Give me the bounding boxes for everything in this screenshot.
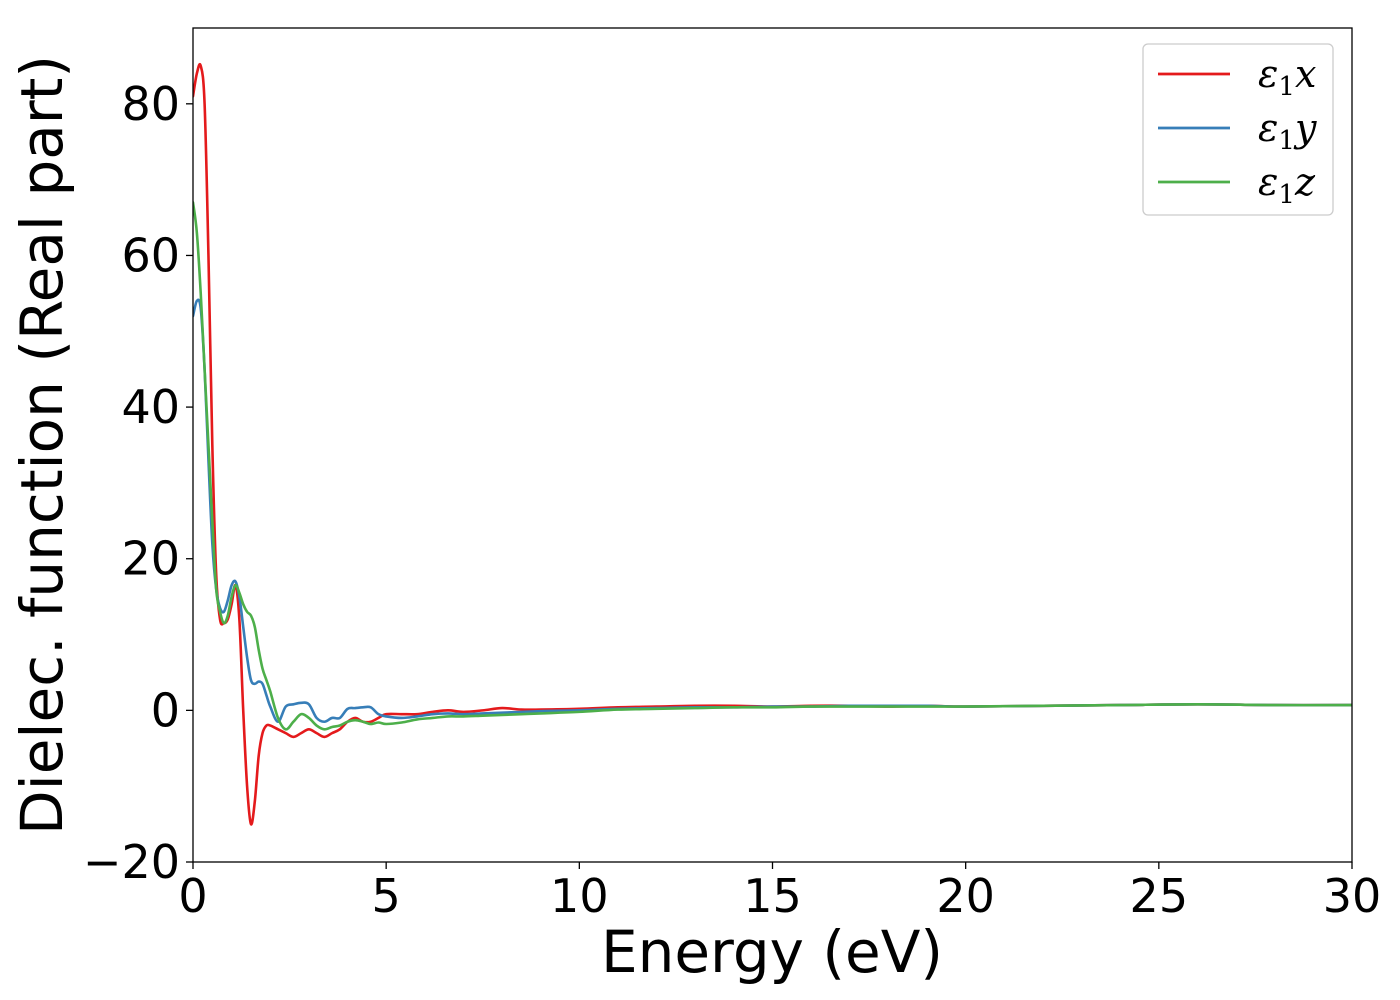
x-tick-label: 20: [936, 869, 995, 923]
series-line-y: [193, 298, 1352, 724]
y-tick-label: −20: [83, 835, 180, 889]
y-axis: −20 0 20 40 60 80: [83, 77, 193, 889]
series-line-z: [193, 201, 1352, 731]
y-tick-label: 60: [121, 228, 180, 282]
x-tick-label: 25: [1130, 869, 1189, 923]
legend-frame: [1142, 43, 1334, 216]
legend-label-z: ε1z: [1258, 160, 1316, 210]
x-axis-title: Energy (eV): [601, 918, 943, 986]
y-tick-label: 0: [151, 683, 180, 737]
legend-label-y: ε1y: [1258, 106, 1317, 156]
x-tick-label: 30: [1323, 869, 1382, 923]
y-axis-title: Dielec. function (Real part): [8, 55, 76, 835]
y-tick-label: 40: [121, 380, 180, 434]
x-tick-label: 0: [178, 869, 207, 923]
x-tick-label: 5: [372, 869, 401, 923]
y-tick-label: 80: [121, 77, 180, 131]
y-tick-label: 20: [121, 532, 180, 586]
legend-label-x: ε1x: [1258, 52, 1316, 102]
x-tick-label: 15: [743, 869, 802, 923]
series-layer: [193, 62, 1352, 826]
x-axis: 0 5 10 15 20 25 30: [178, 862, 1381, 923]
x-tick-label: 10: [550, 869, 609, 923]
